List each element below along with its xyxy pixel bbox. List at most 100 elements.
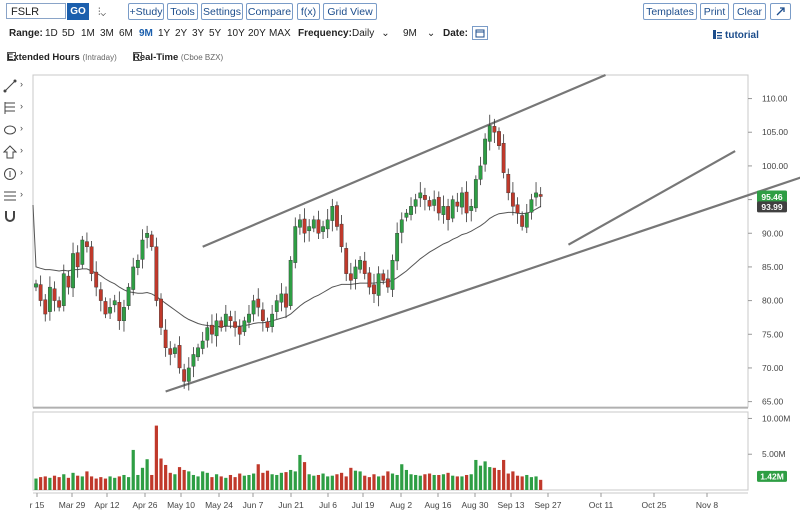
volume-bar xyxy=(455,476,459,490)
volume-bar xyxy=(502,459,506,490)
period-select[interactable]: 9M ⌄ xyxy=(403,28,435,39)
price-tick-label: 80.00 xyxy=(762,296,784,306)
candle-body xyxy=(418,192,423,199)
templates-button[interactable]: Templates xyxy=(643,3,697,20)
range-option-max[interactable]: MAX xyxy=(269,28,291,39)
candle-body xyxy=(325,219,330,230)
volume-bar xyxy=(210,477,214,490)
frequency-select[interactable]: Daily ⌄ xyxy=(352,28,390,39)
range-option-10y[interactable]: 10Y xyxy=(227,28,245,39)
volume-bar xyxy=(488,467,492,490)
volume-bar xyxy=(404,469,408,490)
calendar-icon[interactable] xyxy=(472,26,488,40)
toolbar: FSLR GO ⫶⌄ +Study Tools Settings Compare… xyxy=(0,0,800,24)
trendline-tool[interactable]: › xyxy=(3,79,27,95)
grid-view-button[interactable]: Grid View xyxy=(323,3,377,20)
volume-bar xyxy=(307,474,311,490)
tutorial-link[interactable]: tutorial xyxy=(713,30,759,41)
volume-bar xyxy=(390,473,395,490)
range-option-9m[interactable]: 9M xyxy=(139,28,153,39)
range-option-5d[interactable]: 5D xyxy=(62,28,75,39)
candle-body xyxy=(413,199,418,207)
range-option-5y[interactable]: 5Y xyxy=(209,28,222,39)
volume-bar xyxy=(122,474,126,490)
volume-bar xyxy=(34,478,38,490)
candle-body xyxy=(395,233,400,262)
expand-icon[interactable] xyxy=(770,3,791,20)
date-tick-label: Aug 16 xyxy=(425,500,452,510)
volume-bar xyxy=(145,459,149,490)
volume-bar xyxy=(214,474,219,490)
volume-bar xyxy=(39,477,43,490)
candle-body xyxy=(233,321,237,328)
symbol-input[interactable]: FSLR xyxy=(6,3,66,19)
range-option-6m[interactable]: 6M xyxy=(119,28,133,39)
candle-body xyxy=(450,199,455,219)
volume-bar xyxy=(372,474,376,490)
price-tick-label: 75.00 xyxy=(762,329,784,339)
volume-bar xyxy=(103,478,108,490)
candle-body xyxy=(381,273,386,281)
candle-body xyxy=(57,300,62,308)
add-study-button[interactable]: +Study xyxy=(128,3,164,20)
candle-body xyxy=(200,340,205,349)
volume-bar xyxy=(497,469,501,490)
chevron-right-icon: › xyxy=(20,145,23,155)
levels-tool[interactable]: › xyxy=(3,189,27,205)
candle-body xyxy=(460,192,464,208)
price-pane xyxy=(32,74,749,408)
candle-body xyxy=(103,301,108,315)
volume-bar xyxy=(395,474,399,490)
levels-icon xyxy=(4,191,16,201)
candle-body xyxy=(446,206,450,220)
candle-body xyxy=(47,286,52,312)
candle-body xyxy=(108,307,112,314)
candle-body xyxy=(478,165,483,180)
chart-type-dropdown[interactable]: ⫶⌄ xyxy=(92,5,112,22)
range-option-20y[interactable]: 20Y xyxy=(248,28,266,39)
fibonacci-tool[interactable]: › xyxy=(3,101,27,117)
candle-body xyxy=(117,302,122,322)
range-option-2y[interactable]: 2Y xyxy=(175,28,188,39)
shapes-tool[interactable]: › xyxy=(3,123,27,139)
range-option-1y[interactable]: 1Y xyxy=(158,28,171,39)
magnet-tool[interactable] xyxy=(3,209,27,225)
fx-button[interactable]: f(x) xyxy=(297,3,320,20)
extended-hours-checkbox[interactable]: Extended Hours (Intraday) xyxy=(7,52,117,63)
go-button[interactable]: GO xyxy=(67,3,89,20)
candle-body xyxy=(172,347,177,354)
volume-bar xyxy=(275,474,279,490)
candle-body xyxy=(270,313,275,327)
clear-button[interactable]: Clear xyxy=(733,3,766,20)
channel-lower-line xyxy=(165,176,800,393)
range-option-1m[interactable]: 1M xyxy=(81,28,95,39)
candle-body xyxy=(177,345,182,369)
candle-body xyxy=(307,226,312,232)
print-button[interactable]: Print xyxy=(700,3,729,20)
candle-body xyxy=(524,212,529,228)
candle-body xyxy=(94,271,99,288)
range-option-3y[interactable]: 3Y xyxy=(192,28,205,39)
annotation-tool[interactable]: › xyxy=(3,167,27,183)
number-circle-icon xyxy=(4,168,16,180)
tutorial-label: tutorial xyxy=(725,30,759,41)
chevron-down-icon: ⌄ xyxy=(426,28,436,39)
compare-button[interactable]: Compare xyxy=(246,3,293,20)
candle-body xyxy=(71,253,75,289)
volume-bar xyxy=(423,474,427,490)
volume-bar xyxy=(127,477,131,490)
volume-bar xyxy=(177,467,182,490)
settings-button[interactable]: Settings xyxy=(201,3,243,20)
arrows-tool[interactable]: › xyxy=(3,145,27,161)
volume-bar xyxy=(358,471,362,490)
range-option-3m[interactable]: 3M xyxy=(100,28,114,39)
range-option-1d[interactable]: 1D xyxy=(45,28,58,39)
candle-body xyxy=(186,367,191,382)
tools-button[interactable]: Tools xyxy=(167,3,198,20)
volume-bar xyxy=(353,470,358,490)
volume-bar xyxy=(321,473,325,490)
volume-bar xyxy=(150,474,154,490)
volume-bar xyxy=(261,472,265,490)
real-time-checkbox[interactable]: Real-Time (Cboe BZX) xyxy=(133,52,223,63)
